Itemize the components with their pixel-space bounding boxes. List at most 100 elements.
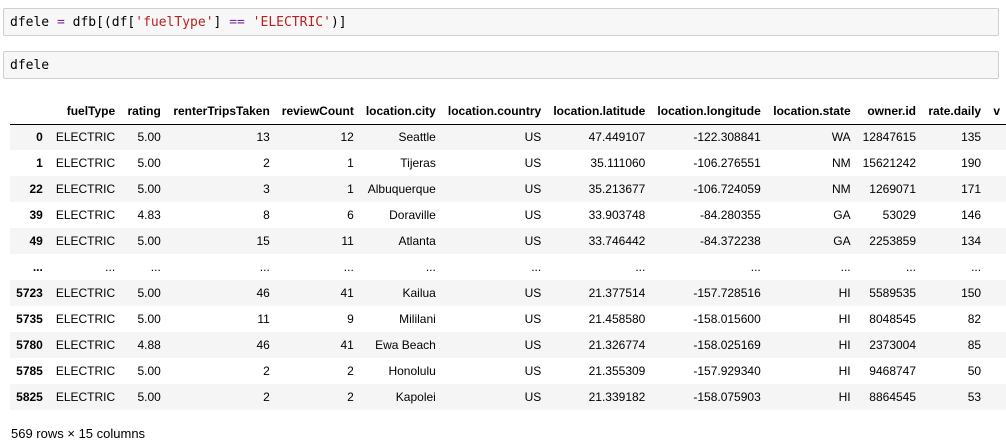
- table-cell: ELECTRIC: [55, 312, 116, 326]
- table-cell: HI: [838, 364, 851, 378]
- table-cell: -157.929340: [693, 364, 761, 378]
- table-cell: 21.326774: [588, 338, 646, 352]
- table-cell: 150: [961, 286, 982, 300]
- table-cell: [987, 228, 1006, 254]
- table-cell: -106.724059: [693, 182, 761, 196]
- column-header: location.city: [359, 98, 442, 125]
- table-cell: [987, 332, 1006, 358]
- table-cell: -158.025169: [693, 338, 761, 352]
- table-cell: ELECTRIC: [55, 208, 116, 222]
- table-cell: 1: [347, 156, 354, 170]
- table-cell: US: [524, 390, 542, 404]
- table-cell: 15621242: [862, 156, 917, 170]
- table-cell: 8048545: [869, 312, 917, 326]
- table-cell: 5.00: [137, 286, 161, 300]
- code-cell-input-1[interactable]: dfele = dfb[(df['fuelType'] == 'ELECTRIC…: [3, 8, 999, 36]
- table-cell: ...: [105, 260, 116, 274]
- table-cell: 15: [256, 234, 270, 248]
- table-cell: ...: [906, 260, 917, 274]
- table-cell: 4.88: [137, 338, 161, 352]
- row-index: ...: [32, 260, 43, 274]
- table-cell: NM: [831, 182, 851, 196]
- table-cell: 5.00: [137, 182, 161, 196]
- table-cell: Tijeras: [400, 156, 436, 170]
- table-cell: ELECTRIC: [55, 286, 116, 300]
- row-index: 49: [29, 234, 43, 248]
- table-row: 49 ELECTRIC 5.00 15 11 Atlanta US 33.746442 -84.…: [10, 228, 1006, 254]
- table-cell: 46: [256, 338, 270, 352]
- table-cell: [987, 254, 1006, 280]
- table-cell: ...: [750, 260, 761, 274]
- table-cell: [987, 384, 1006, 410]
- table-cell: -157.728516: [693, 286, 761, 300]
- table-cell: 2: [347, 364, 354, 378]
- table-cell: ...: [635, 260, 646, 274]
- table-cell: 9: [347, 312, 354, 326]
- table-cell: 13: [256, 130, 270, 145]
- table-cell: WA: [831, 130, 851, 145]
- code-token: 'fuelType': [135, 15, 214, 30]
- table-cell: US: [524, 156, 542, 170]
- row-index: 5785: [16, 364, 43, 378]
- table-row: 0 ELECTRIC 5.00 13 12 Seattle US 47.449107 -122.…: [10, 124, 1006, 150]
- table-cell: Doraville: [389, 208, 436, 222]
- table-cell: ELECTRIC: [55, 390, 116, 404]
- column-header: location.state: [766, 98, 857, 125]
- table-cell: 33.746442: [588, 234, 646, 248]
- column-header: v: [987, 98, 1006, 125]
- table-cell: 6: [347, 208, 354, 222]
- code-token: )]: [330, 15, 347, 30]
- column-header: rating: [121, 98, 167, 125]
- table-row: 39 ELECTRIC 4.83 8 6 Doraville US 33.903748 -84.…: [10, 202, 1006, 228]
- table-cell: US: [524, 234, 542, 248]
- table-cell: US: [524, 338, 542, 352]
- table-cell: -158.075903: [693, 390, 761, 404]
- row-index: 1: [36, 156, 43, 170]
- table-row: 5780 ELECTRIC 4.88 46 41 Ewa Beach US 21.326774…: [10, 332, 1006, 358]
- code-text: dfele: [10, 58, 50, 73]
- table-cell: [987, 124, 1006, 150]
- table-cell: Atlanta: [398, 234, 436, 248]
- row-index: 5780: [16, 338, 43, 352]
- table-cell: 5.00: [137, 390, 161, 404]
- table-cell: ELECTRIC: [55, 130, 116, 145]
- table-cell: 2: [263, 156, 270, 170]
- table-cell: Mililani: [399, 312, 436, 326]
- table-cell: 5.00: [137, 156, 161, 170]
- table-cell: 5.00: [137, 312, 161, 326]
- code-token: dfb[(df[: [72, 15, 136, 30]
- column-header: fuelType: [48, 98, 122, 125]
- row-index: 5825: [16, 390, 43, 404]
- table-cell: US: [524, 208, 542, 222]
- code-token: dfele: [10, 15, 50, 30]
- code-token: =: [49, 15, 73, 30]
- table-cell: 135: [961, 130, 982, 145]
- table-cell: 21.377514: [588, 286, 646, 300]
- table-row: 22 ELECTRIC 5.00 3 1 Albuquerque US 35.213677 -1…: [10, 176, 1006, 202]
- table-cell: 5.00: [137, 364, 161, 378]
- table-cell: 8: [263, 208, 270, 222]
- table-cell: [987, 150, 1006, 176]
- column-header: rate.daily: [922, 98, 988, 125]
- column-header: renterTripsTaken: [166, 98, 276, 125]
- table-cell: ELECTRIC: [55, 234, 116, 248]
- code-token: ]: [213, 15, 230, 30]
- table-cell: 2: [347, 390, 354, 404]
- table-cell: 2373004: [869, 338, 917, 352]
- code-cell-input-2[interactable]: dfele: [3, 51, 999, 79]
- table-cell: 46: [256, 286, 270, 300]
- row-index: 5723: [16, 286, 43, 300]
- table-cell: ELECTRIC: [55, 156, 116, 170]
- table-cell: 5589535: [869, 286, 917, 300]
- table-row: 5785 ELECTRIC 5.00 2 2 Honolulu US 21.355309 -15…: [10, 358, 1006, 384]
- table-cell: Seattle: [398, 130, 436, 145]
- table-cell: ...: [840, 260, 851, 274]
- row-index: 0: [36, 130, 43, 145]
- table-cell: [987, 280, 1006, 306]
- table-cell: 171: [961, 182, 982, 196]
- table-cell: ...: [150, 260, 161, 274]
- table-cell: 1269071: [869, 182, 917, 196]
- table-cell: 2: [263, 390, 270, 404]
- table-cell: [987, 176, 1006, 202]
- table-row: 5825 ELECTRIC 5.00 2 2 Kapolei US 21.339182 -158…: [10, 384, 1006, 410]
